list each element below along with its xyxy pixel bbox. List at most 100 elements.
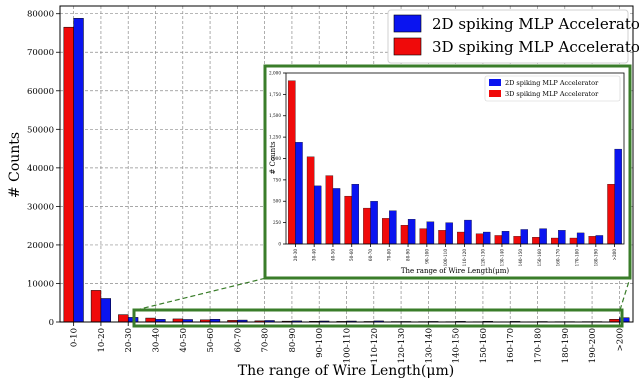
inset-bar-3d [288,80,296,245]
inset-bar-2d [407,219,416,245]
zoom-region-box [132,308,624,328]
inset-x-tick-label: 140-150 [518,249,523,267]
main-x-tick-label: 80-90 [288,328,298,353]
inset-y-tick-label: 250 [273,220,281,225]
inset-bar-2d [351,183,360,245]
main-bar-2d [73,18,84,323]
inset-x-tick-label: 80-90 [406,249,411,261]
main-y-tick-label: 50000 [27,125,54,135]
inset-bar-3d [532,237,540,245]
main-x-tick-label: 20-30 [124,328,134,353]
inset-x-tick-label: 30-40 [312,249,317,261]
main-legend-label-3d: 3D spiking MLP Accelerator [432,38,639,56]
main-bar-2d [100,298,112,323]
inset-y-tick-label: 1000 [270,156,281,161]
inset-bar-2d [370,201,378,245]
main-x-tick-label: 30-40 [151,328,161,353]
inset-legend-label-2d: 2D spiking MLP Accelerator [505,79,599,87]
inset-bar-2d [389,210,397,245]
inset-bar-2d [332,188,341,245]
inset-bar-3d [607,183,615,245]
main-x-tick-label: >200 [615,328,625,351]
inset-y-axis-label: # Counts [269,141,277,174]
inset-bar-2d [539,228,547,245]
inset-bar-3d [419,228,427,245]
main-x-tick-label: 160-170 [506,328,516,363]
main-legend-frame [387,9,629,64]
main-y-tick-label: 10000 [27,279,54,289]
inset-x-tick-label: 170-180 [575,249,580,267]
inset-bar-2d [501,231,510,245]
inset-x-axis-label: The range of Wire Length(μm) [401,267,509,275]
main-x-tick-label: 110-120 [370,328,380,363]
zoom-connector-right [619,277,631,311]
inset-chart: 0 250 500 750 1000 1,250 1,500 1,750 2,000 20-30… [263,64,632,280]
main-x-tick-label: 180-190 [561,328,571,363]
inset-bar-2d [595,235,604,245]
inset-legend: 2D spiking MLP Accelerator 3D spiking ML… [484,75,621,102]
inset-y-tick-label: 500 [273,199,281,204]
main-bar-3d [90,290,102,323]
inset-x-tick-label: 70-80 [387,249,392,261]
main-legend-label-2d: 2D spiking MLP Accelerator [432,15,639,33]
inset-x-tick-label: 20-30 [293,249,298,261]
main-x-tick-label: 0-10 [70,328,80,347]
inset-bar-3d [550,237,559,245]
main-x-axis-label: The range of Wire Length(μm) [238,363,454,379]
inset-bar-3d [513,236,521,245]
inset-y-tick-label: 1,750 [269,92,281,97]
inset-y-tick-label: 2,000 [269,70,281,75]
inset-x-tick-label: 40-50 [330,249,335,261]
inset-bar-2d [614,148,622,245]
main-y-tick-label: 40000 [27,164,54,174]
inset-bar-3d [344,195,352,245]
inset-bar-3d [494,235,503,245]
main-x-tick-label: 100-110 [342,328,352,363]
inset-bar-3d [325,175,334,245]
inset-y-tick-label: 1,250 [269,135,281,140]
main-y-tick-label: 20000 [27,241,54,251]
inset-x-tick-label: 90-100 [424,249,429,264]
main-legend-swatch-2d [393,14,422,33]
inset-bar-2d [445,222,453,245]
inset-bar-2d [520,229,529,245]
inset-bar-3d [569,237,578,245]
inset-legend-swatch-2d [489,79,501,86]
inset-x-tick-label: 100-110 [443,249,448,267]
inset-x-tick-label: 50-60 [349,249,354,261]
main-y-tick-label: 0 [49,318,54,328]
main-x-ticks: 0-10 10-20 20-30 30-40 40-50 50-60 60-70 70-80 8… [70,322,625,363]
main-x-tick-label: 190-200 [588,328,598,363]
main-x-tick-label: 120-130 [397,328,407,363]
main-x-tick-label: 70-80 [261,328,271,353]
main-bar-3d [145,317,156,323]
main-y-tick-label: 70000 [27,48,54,58]
inset-bar-3d [438,230,446,245]
inset-x-ticks: 20-30 30-40 40-50 50-60 60-70 70-80 80-90 90-10… [293,244,617,266]
inset-bar-2d [576,232,585,245]
main-x-tick-label: 90-100 [315,328,325,358]
main-y-axis-label: # Counts [7,132,23,198]
main-x-tick-label: 130-140 [424,328,434,363]
main-y-tick-label: 30000 [27,202,54,212]
main-y-tick-label: 60000 [27,87,54,97]
main-x-tick-label: 150-160 [479,328,489,363]
inset-bar-2d [558,230,566,245]
inset-legend-label-3d: 3D spiking MLP Accelerator [505,90,599,98]
main-legend: 2D spiking MLP Accelerator 3D spiking ML… [387,9,639,64]
inset-bar-2d [314,185,322,245]
main-x-tick-label: 60-70 [233,328,243,353]
inset-x-tick-label: 150-160 [537,249,542,267]
main-x-tick-label: 40-50 [179,328,189,353]
inset-x-tick-label: 130-140 [499,249,504,267]
inset-bar-2d [295,142,303,245]
main-x-tick-label: 10-20 [97,328,107,353]
inset-bar-3d [475,233,484,245]
inset-x-tick-label: 120-130 [481,249,486,267]
inset-y-tick-label: 750 [273,177,281,182]
inset-x-tick-label: 60-70 [368,249,373,261]
inset-x-tick-label: 160-170 [556,249,561,267]
inset-bar-3d [457,231,465,245]
inset-legend-frame [484,75,621,102]
